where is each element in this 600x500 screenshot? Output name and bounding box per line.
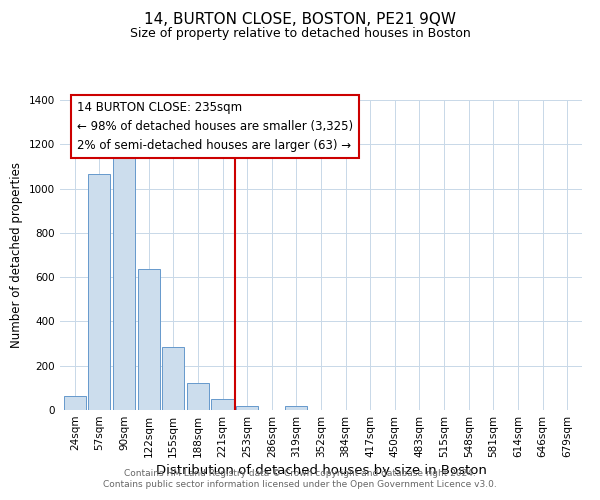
- Bar: [187, 384, 209, 410]
- Bar: [113, 154, 135, 410]
- X-axis label: Distribution of detached houses by size in Boston: Distribution of detached houses by size …: [155, 464, 487, 477]
- Bar: [285, 406, 307, 410]
- Bar: [88, 174, 110, 410]
- Bar: [162, 347, 184, 410]
- Text: 14, BURTON CLOSE, BOSTON, PE21 9QW: 14, BURTON CLOSE, BOSTON, PE21 9QW: [144, 12, 456, 28]
- Bar: [64, 396, 86, 410]
- Text: Size of property relative to detached houses in Boston: Size of property relative to detached ho…: [130, 28, 470, 40]
- Y-axis label: Number of detached properties: Number of detached properties: [10, 162, 23, 348]
- Bar: [236, 406, 258, 410]
- Text: 14 BURTON CLOSE: 235sqm
← 98% of detached houses are smaller (3,325)
2% of semi-: 14 BURTON CLOSE: 235sqm ← 98% of detache…: [77, 101, 353, 152]
- Bar: [137, 270, 160, 410]
- Bar: [211, 400, 233, 410]
- Text: Contains public sector information licensed under the Open Government Licence v3: Contains public sector information licen…: [103, 480, 497, 489]
- Text: Contains HM Land Registry data © Crown copyright and database right 2024.: Contains HM Land Registry data © Crown c…: [124, 468, 476, 477]
